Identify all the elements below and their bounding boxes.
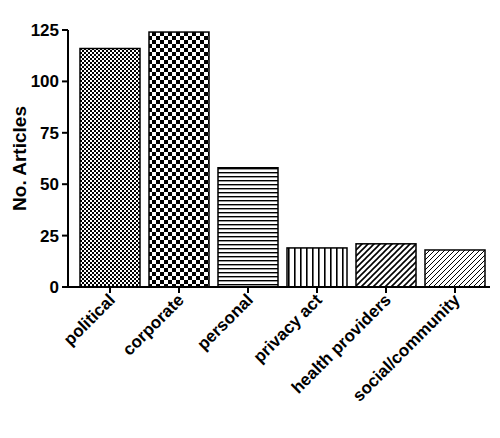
x-tick-label: privacy act	[250, 290, 326, 366]
x-tick	[454, 287, 456, 293]
x-tick	[385, 287, 387, 293]
x-tick	[316, 287, 318, 293]
y-tick-label: 125	[31, 21, 59, 40]
x-tick-label: corporate	[119, 290, 188, 359]
chart-container: 0 25 50 75 100 125 politicalcorporatepersonalp…	[0, 0, 500, 438]
bar	[287, 248, 347, 287]
x-tick	[178, 287, 180, 293]
bar	[80, 49, 140, 287]
x-tick-label: personal	[193, 290, 257, 354]
x-tick	[109, 287, 111, 293]
bars	[80, 32, 485, 287]
y-tick	[62, 80, 68, 82]
y-tick	[62, 183, 68, 185]
y-tick	[62, 29, 68, 31]
y-tick	[62, 286, 68, 288]
x-tick-label: political	[60, 290, 119, 349]
x-tick	[247, 287, 249, 293]
y-tick-label: 75	[40, 124, 59, 143]
chart-svg: 0 25 50 75 100 125 politicalcorporatepersonalp…	[0, 0, 500, 438]
y-axis	[67, 30, 69, 287]
y-tick	[62, 132, 68, 134]
y-tick-label: 0	[50, 278, 59, 297]
x-tick-label: social/community	[349, 290, 464, 405]
x-axis	[68, 286, 490, 288]
bar	[149, 32, 209, 287]
y-tick-label: 50	[40, 175, 59, 194]
y-tick-label: 25	[40, 227, 59, 246]
bar	[218, 168, 278, 287]
bar	[425, 250, 485, 287]
y-tick	[62, 235, 68, 237]
y-axis-label: No. Articles	[9, 106, 30, 211]
bar	[356, 244, 416, 287]
y-tick-label: 100	[31, 72, 59, 91]
